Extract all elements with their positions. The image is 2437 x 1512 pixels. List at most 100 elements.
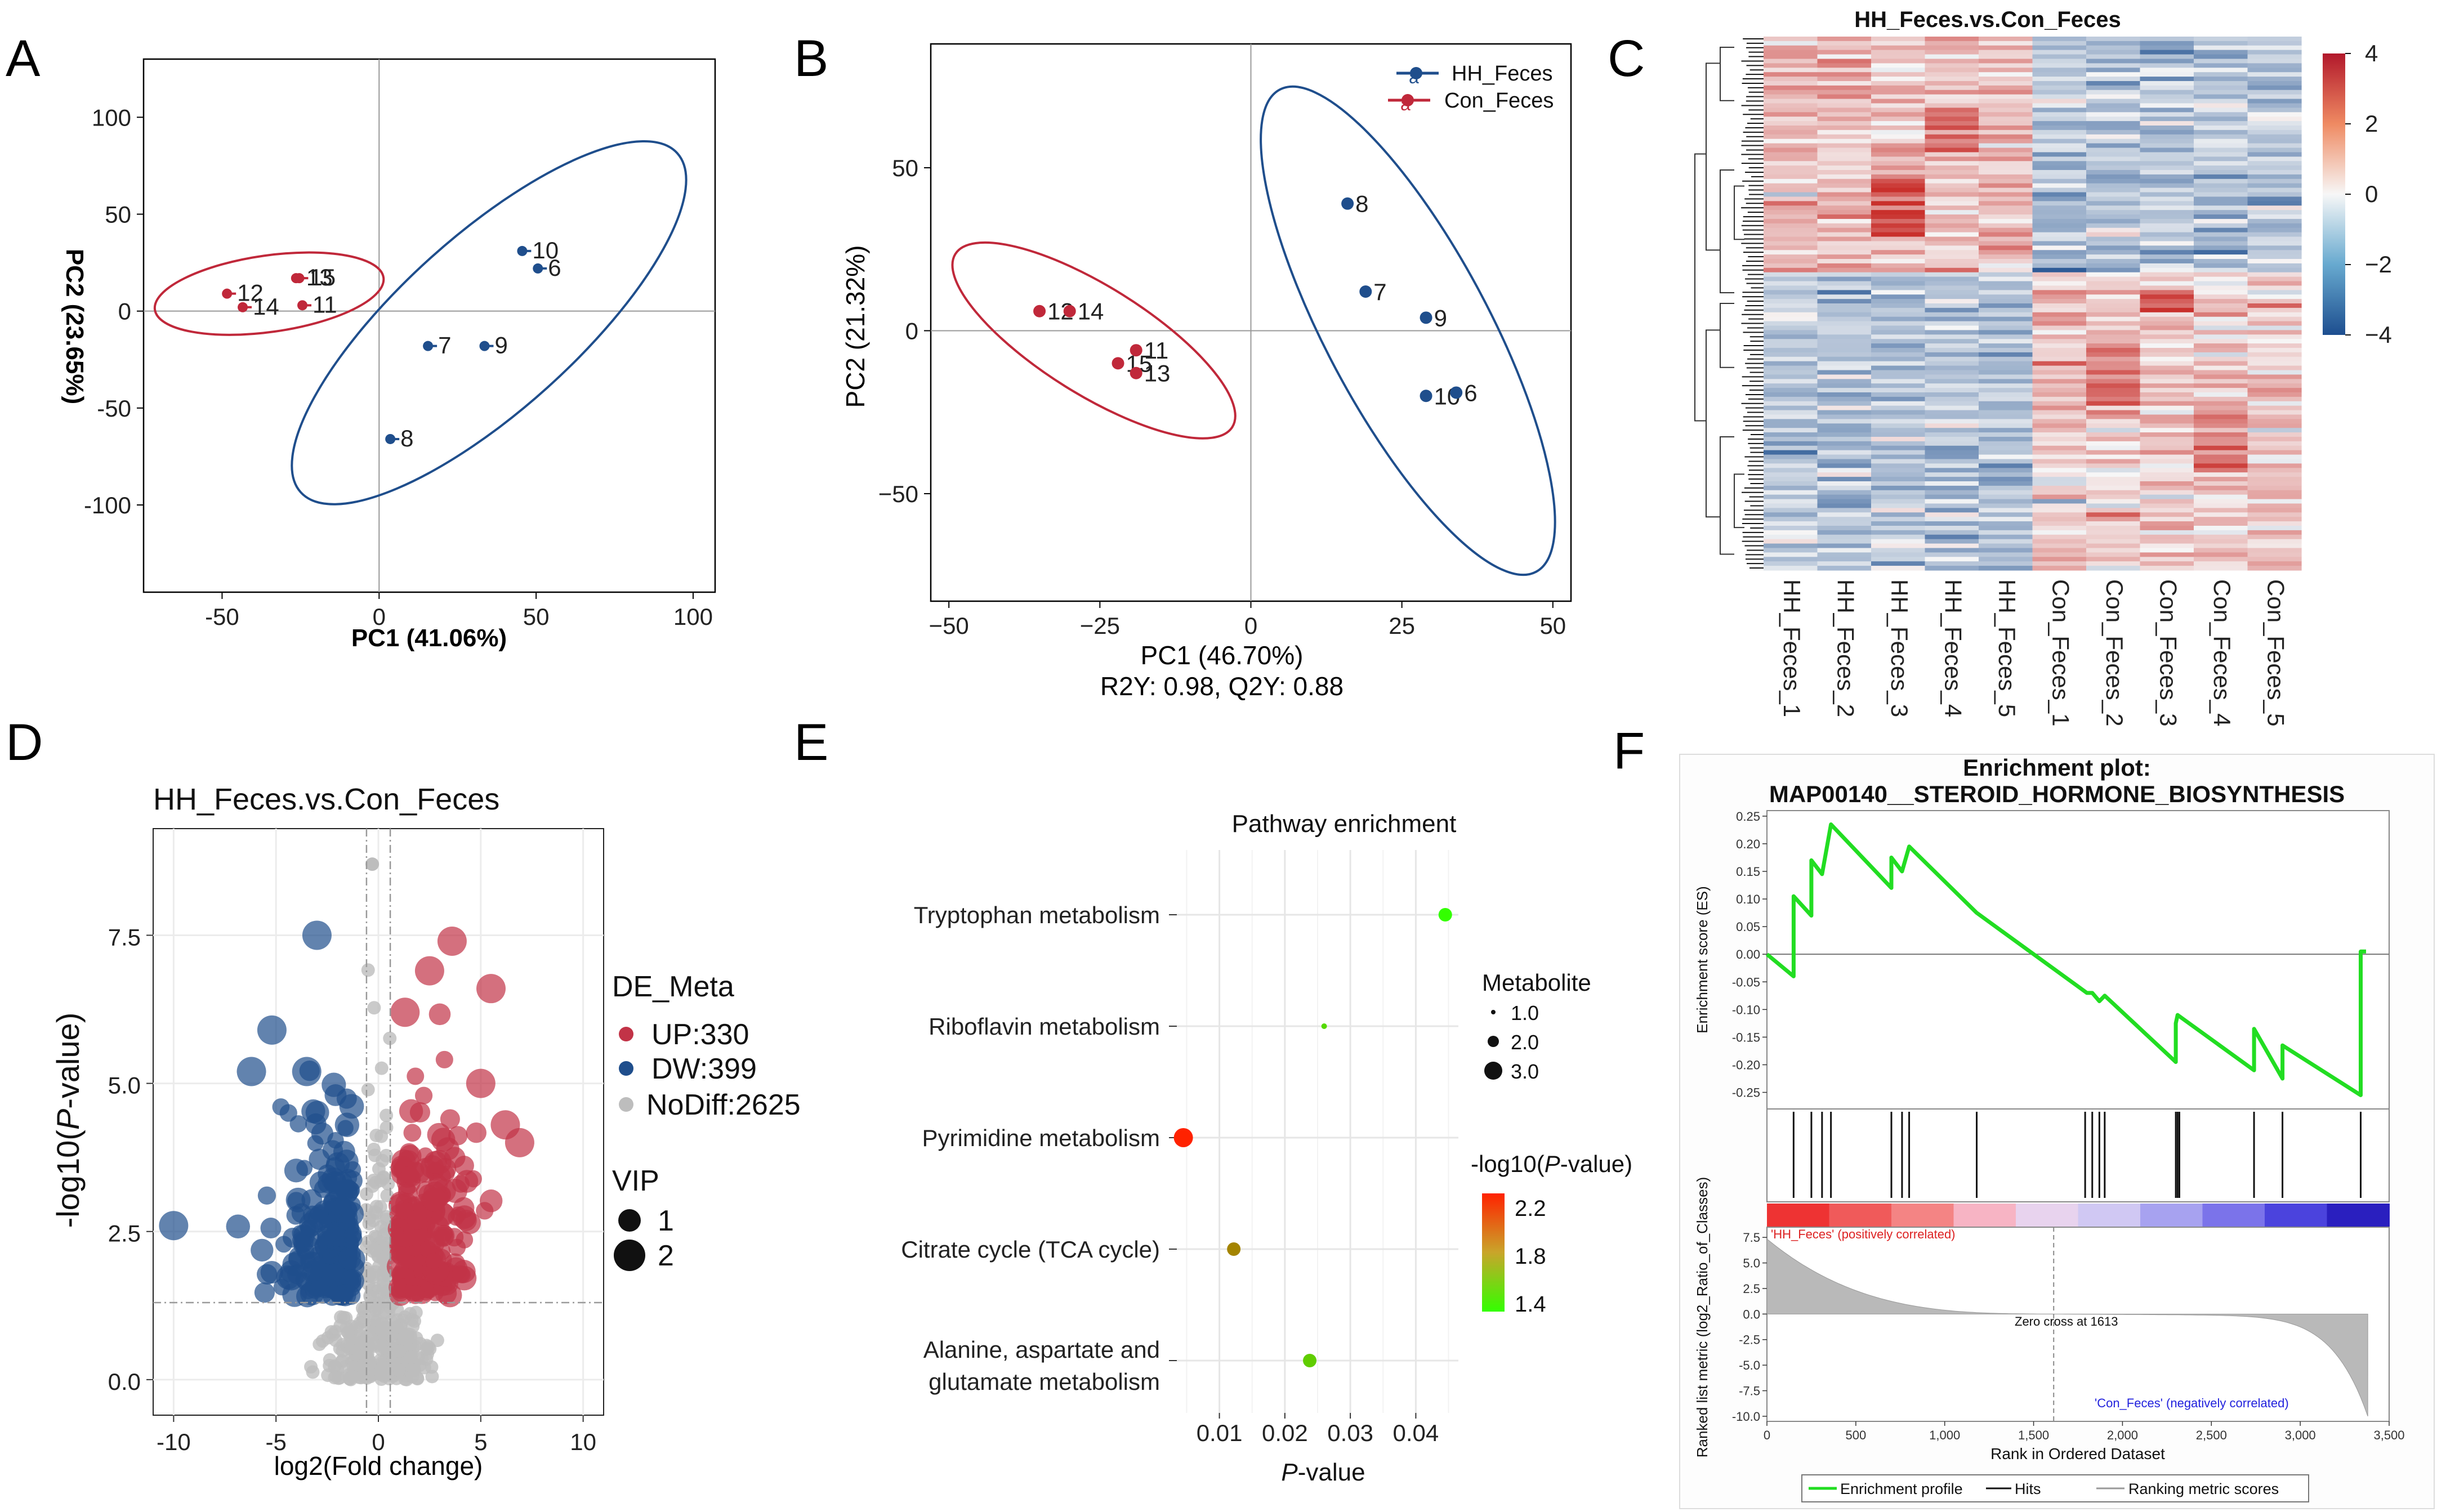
heatmap-cell	[2247, 374, 2302, 379]
heatmap-cell	[2247, 263, 2302, 269]
heatmap-cell	[1764, 68, 1818, 73]
panel-e-legend: Metabolite 1.0 2.0 3.0 -log10(P-value) 2…	[1471, 969, 1632, 1317]
nodiff-point	[367, 1313, 381, 1327]
heatmap-cell	[2032, 276, 2087, 282]
heatmap-cell	[1817, 227, 1872, 233]
y-tick-label: 50	[892, 155, 918, 181]
outlier-point	[476, 974, 506, 1004]
heatmap-cell	[2140, 126, 2194, 131]
down-point	[301, 1099, 325, 1124]
heatmap-cell	[1925, 543, 1979, 549]
heatmap-cell	[2194, 281, 2248, 286]
heatmap-cell	[1871, 343, 1926, 348]
data-point	[294, 273, 305, 284]
panel-label-b: B	[794, 30, 828, 87]
heatmap-cell	[1817, 143, 1872, 149]
heatmap-cell	[1817, 187, 1872, 193]
heatmap-cell	[1979, 419, 2033, 424]
y-tick-label: -0.10	[1732, 1003, 1760, 1017]
legend-con-marker: a	[1400, 94, 1411, 114]
heatmap-cell	[1817, 379, 1872, 384]
heatmap-cell	[1979, 481, 2033, 486]
heatmap-cell	[1817, 281, 1872, 286]
heatmap-cell	[1817, 388, 1872, 393]
heatmap-cell	[1979, 227, 2033, 233]
x-tick-label: -5	[266, 1429, 287, 1455]
heatmap-cell	[2140, 81, 2194, 86]
heatmap-cell	[1817, 423, 1872, 428]
down-point	[336, 1088, 357, 1109]
heatmap-cell	[1817, 232, 1872, 238]
heatmap-cell	[2247, 112, 2302, 117]
heatmap-cell	[2247, 543, 2302, 549]
heatmap-cell	[1979, 463, 2033, 468]
legend-profile-label: Enrichment profile	[1840, 1480, 1963, 1497]
heatmap-cell	[2032, 77, 2087, 82]
heatmap-cell	[1764, 45, 1818, 51]
heatmap-cell	[1979, 223, 2033, 229]
heatmap-cell	[1871, 254, 1926, 260]
heatmap-cell	[2032, 68, 2087, 73]
heatmap-cell	[1979, 210, 2033, 215]
dendro-branch	[1720, 303, 1734, 368]
heatmap-cell	[1871, 161, 1926, 166]
heatmap-cell	[1817, 361, 1872, 366]
heatmap-cell	[2194, 437, 2248, 442]
heatmap-cell	[1764, 294, 1818, 299]
heatmap-cell	[2086, 63, 2141, 68]
x-tick-label: 50	[1539, 612, 1566, 639]
heatmap-cell	[2194, 250, 2248, 255]
heatmap-cell	[1871, 463, 1926, 468]
heatmap-cell	[2086, 259, 2141, 264]
heatmap-cell	[2194, 245, 2248, 250]
panel-f-hits	[1792, 1112, 2362, 1198]
up-point	[403, 1124, 422, 1142]
heatmap-cell	[2194, 147, 2248, 153]
heatmap-cell	[1817, 108, 1872, 113]
heatmap-cell	[1871, 143, 1926, 149]
legend-hits-label: Hits	[2015, 1480, 2041, 1497]
heatmap-cell	[1764, 156, 1818, 162]
heatmap-cell	[2086, 223, 2141, 229]
rank-band-segment	[1891, 1204, 1954, 1227]
heatmap-cell	[2032, 143, 2087, 149]
heatmap-cell	[2032, 129, 2087, 135]
heatmap-cell	[1764, 503, 1818, 508]
heatmap-cell	[2032, 548, 2087, 553]
y-tick-label: 0.20	[1736, 837, 1760, 851]
heatmap-cell	[2032, 370, 2087, 375]
y-tick-label: -7.5	[1739, 1384, 1760, 1398]
heatmap-cell	[1925, 134, 1979, 140]
heatmap-cell	[1817, 343, 1872, 348]
heatmap-cell	[2194, 90, 2248, 95]
nodiff-point	[419, 1339, 434, 1353]
x-tick-label: 500	[1845, 1428, 1866, 1442]
heatmap-cell	[2032, 285, 2087, 290]
heatmap-cell	[1817, 526, 1872, 531]
heatmap-cell	[1817, 218, 1872, 224]
heatmap-cell	[1979, 90, 2033, 95]
down-point	[296, 1160, 313, 1177]
heatmap-cell	[1925, 454, 1979, 460]
y-tick-label: 2.5	[1743, 1282, 1760, 1296]
heatmap-cell	[1764, 108, 1818, 113]
heatmap-cell	[1925, 410, 1979, 415]
heatmap-cell	[2247, 54, 2302, 60]
heatmap-cell	[1925, 121, 1979, 126]
heatmap-cell	[2032, 348, 2087, 353]
heatmap-cell	[1925, 138, 1979, 144]
nodiff-point	[405, 1370, 419, 1384]
heatmap-cell	[2194, 508, 2248, 513]
heatmap-cell	[1871, 396, 1926, 402]
heatmap-cell	[2086, 41, 2141, 46]
heatmap-cell	[2194, 290, 2248, 295]
heatmap-cell	[2194, 512, 2248, 517]
heatmap-cell	[1925, 468, 1979, 473]
heatmap-cell	[1871, 303, 1926, 308]
heatmap-cell	[1817, 134, 1872, 140]
point-label: 8	[1355, 191, 1368, 217]
heatmap-cell	[2247, 129, 2302, 135]
y-tick-label: 0.05	[1736, 920, 1760, 934]
heatmap-cell	[2032, 218, 2087, 224]
heatmap-cell	[1764, 472, 1818, 477]
